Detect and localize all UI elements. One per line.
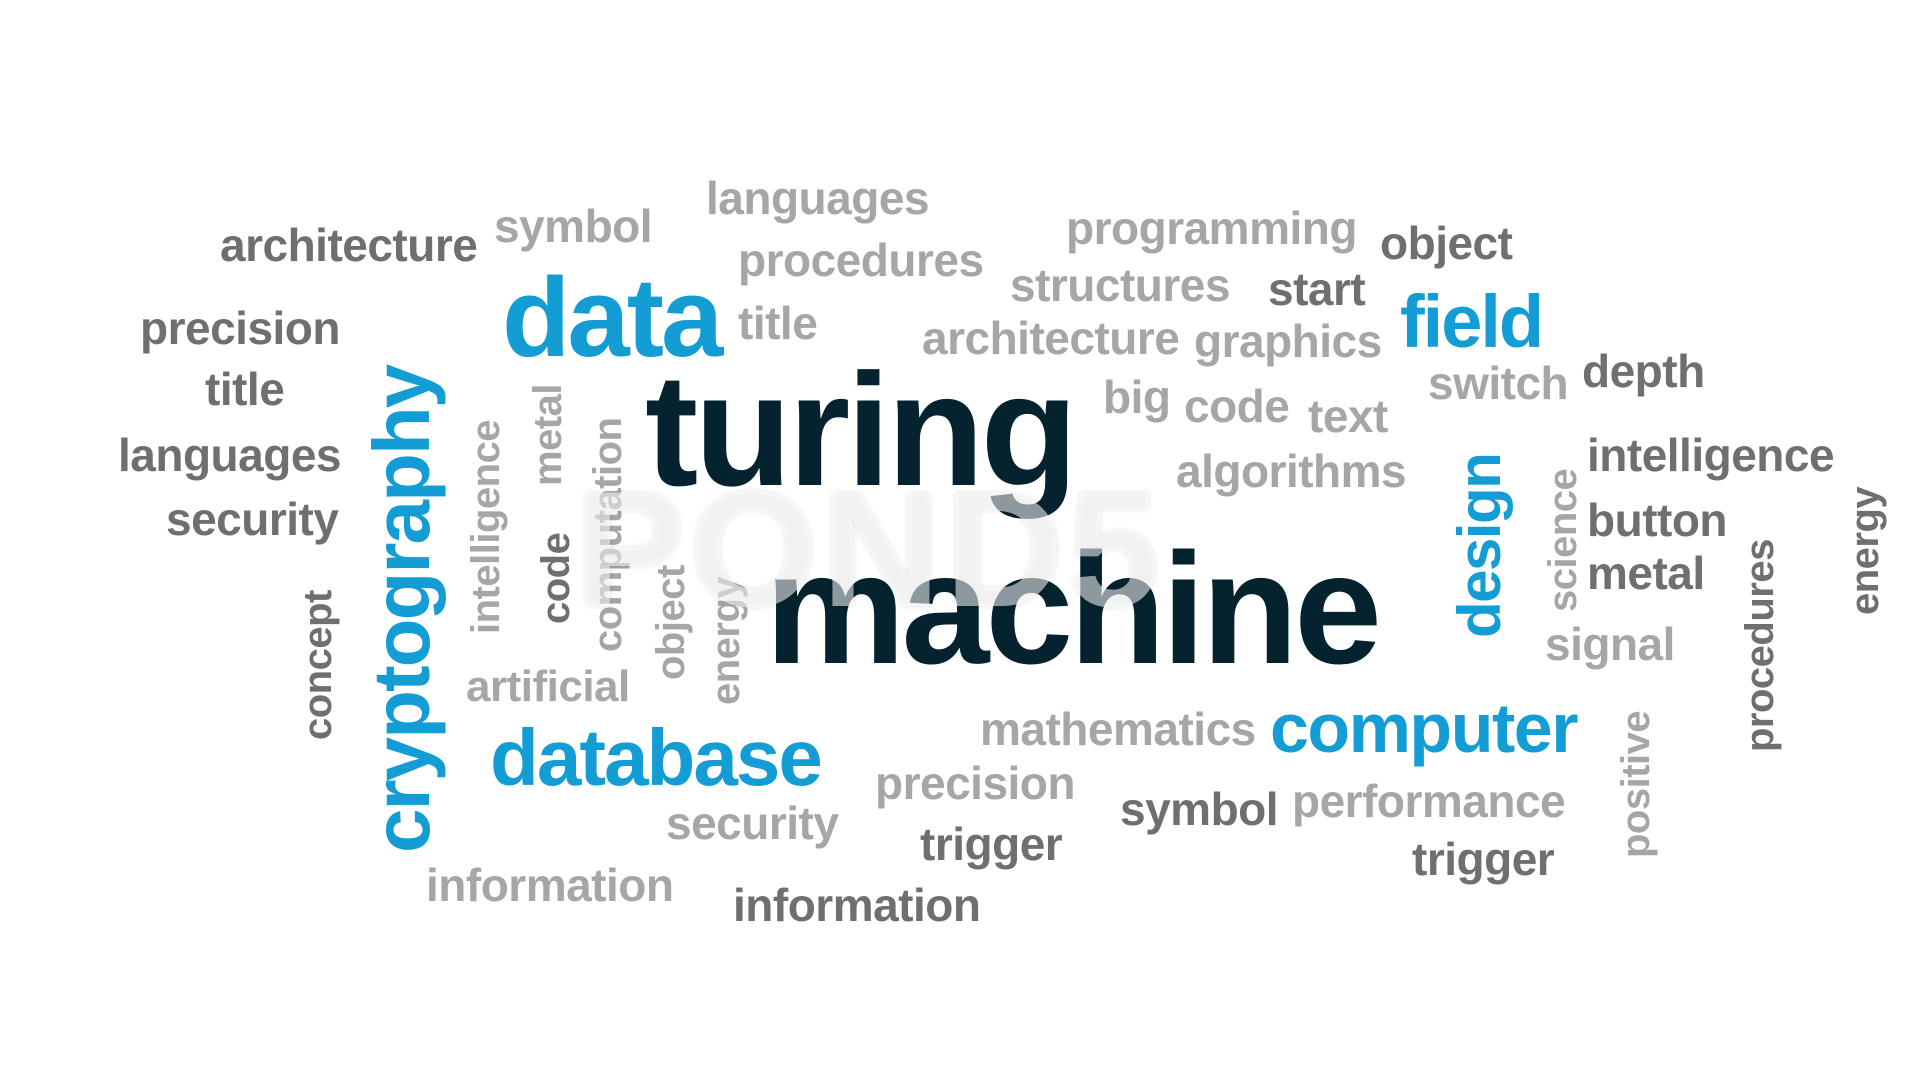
word-symbol: symbol <box>1120 783 1279 835</box>
word-languages: languages <box>706 172 930 224</box>
word-field: field <box>1400 280 1544 363</box>
word-trigger: trigger <box>920 818 1063 870</box>
word-object: object <box>649 565 693 680</box>
word-energy: energy <box>1843 486 1887 615</box>
word-design: design <box>1446 453 1513 638</box>
word-depth: depth <box>1582 345 1705 397</box>
word-energy: energy <box>704 576 748 705</box>
word-object: object <box>1380 217 1513 269</box>
word-precision: precision <box>875 757 1076 809</box>
word-concept: concept <box>296 590 340 740</box>
word-structures: structures <box>1010 259 1230 311</box>
word-turing: turing <box>645 340 1078 519</box>
word-title: title <box>205 363 285 415</box>
word-trigger: trigger <box>1412 833 1555 885</box>
word-computer: computer <box>1270 689 1578 767</box>
word-information: information <box>426 859 674 911</box>
word-science: science <box>1541 468 1585 612</box>
word-computation: computation <box>586 417 630 652</box>
word-machine: machine <box>765 521 1382 697</box>
word-algorithms: algorithms <box>1176 445 1407 497</box>
word-security: security <box>166 493 339 545</box>
word-programming: programming <box>1066 202 1357 254</box>
word-architecture: architecture <box>220 219 478 271</box>
word-information: information <box>733 879 981 931</box>
word-security: security <box>666 797 839 849</box>
word-database: database <box>490 713 823 802</box>
word-metal: metal <box>1587 547 1705 599</box>
word-signal: signal <box>1545 618 1675 670</box>
word-intelligence: intelligence <box>464 419 508 634</box>
word-graphics: graphics <box>1194 315 1382 367</box>
word-big: big <box>1103 371 1171 423</box>
word-switch: switch <box>1428 357 1569 409</box>
word-symbol: symbol <box>494 200 653 252</box>
word-code: code <box>1184 380 1290 432</box>
word-metal: metal <box>526 384 570 486</box>
word-performance: performance <box>1292 775 1566 827</box>
word-architecture: architecture <box>922 312 1180 364</box>
word-text: text <box>1308 390 1388 442</box>
word-mathematics: mathematics <box>980 703 1256 755</box>
word-button: button <box>1587 494 1728 546</box>
word-cryptography: cryptography <box>357 365 446 853</box>
word-title: title <box>738 297 818 349</box>
word-code: code <box>534 532 578 624</box>
word-artificial: artificial <box>466 662 630 711</box>
word-languages: languages <box>118 429 342 481</box>
word-intelligence: intelligence <box>1587 429 1835 481</box>
word-start: start <box>1268 263 1366 315</box>
word-positive: positive <box>1614 710 1658 858</box>
word-precision: precision <box>140 302 341 354</box>
word-procedures: procedures <box>1738 539 1782 752</box>
word-procedures: procedures <box>738 234 984 286</box>
word-data: data <box>502 255 723 380</box>
